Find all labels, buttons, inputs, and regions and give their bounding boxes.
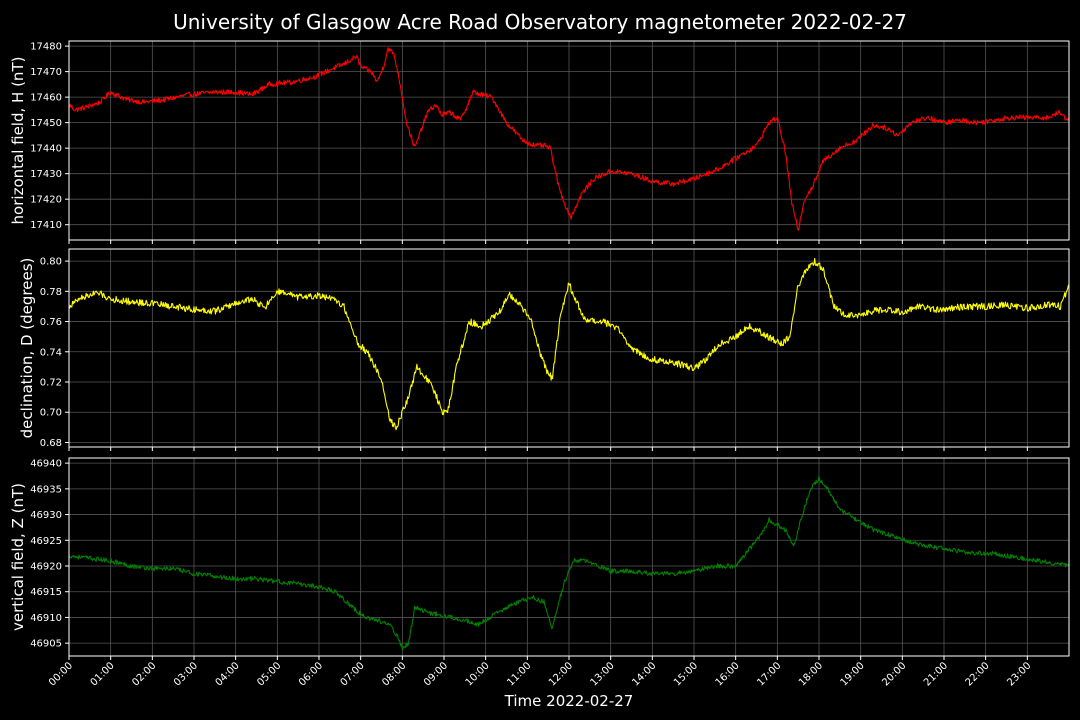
x-tick-label: 15:00 <box>672 660 700 688</box>
chart-panels: 17410 17420 17430 17440 17450 17460 17470 17480… <box>9 40 1070 689</box>
y-tick-label: 0.72 <box>40 378 62 389</box>
axes-frame <box>68 457 1070 657</box>
x-tick-label: 07:00 <box>339 660 367 688</box>
y-tick-label: 46915 <box>30 587 62 598</box>
y-tick-label: 17430 <box>30 169 62 180</box>
x-tick-label: 06:00 <box>297 660 325 688</box>
x-tick-label: 04:00 <box>214 660 242 688</box>
x-axis-label: Time 2022-02-27 <box>504 692 634 710</box>
y-axis-label-H: horizontal field, H (nT) <box>9 57 27 225</box>
y-axis-label-Z: vertical field, Z (nT) <box>9 483 27 631</box>
x-tick-label: 18:00 <box>797 660 825 688</box>
x-tick-label: 02:00 <box>130 660 158 688</box>
y-tick-label: 46905 <box>30 639 62 650</box>
y-tick-label: 46940 <box>30 459 62 470</box>
x-tick-label: 20:00 <box>880 660 908 688</box>
x-tick-label: 21:00 <box>922 660 950 688</box>
y-tick-label: 46910 <box>30 613 62 624</box>
y-tick-label: 46920 <box>30 562 62 573</box>
y-tick-label: 17450 <box>30 118 62 129</box>
x-tick-label: 05:00 <box>255 660 283 688</box>
x-tick-label: 16:00 <box>714 660 742 688</box>
y-tick-label: 0.76 <box>40 317 62 328</box>
x-tick-label: 22:00 <box>964 660 992 688</box>
axes-frame <box>68 40 1070 241</box>
series-line-Z <box>68 475 1070 651</box>
x-tick-label: 00:00 <box>47 660 75 688</box>
y-tick-label: 0.70 <box>40 408 62 419</box>
x-tick-label: 12:00 <box>547 660 575 688</box>
x-tick-label: 11:00 <box>505 660 533 688</box>
x-tick-label: 14:00 <box>630 660 658 688</box>
x-tick-label: 17:00 <box>755 660 783 688</box>
y-tick-label: 46935 <box>30 484 62 495</box>
y-tick-label: 0.80 <box>40 257 62 268</box>
x-tick-label: 08:00 <box>380 660 408 688</box>
series-line-H <box>68 47 1070 231</box>
y-tick-label: 0.78 <box>40 287 62 298</box>
x-tick-label: 01:00 <box>89 660 117 688</box>
y-tick-label: 46930 <box>30 510 62 521</box>
x-tick-label: 03:00 <box>172 660 200 688</box>
y-tick-label: 0.68 <box>40 438 62 449</box>
y-axis-label-D: declination, D (degrees) <box>18 258 36 439</box>
panel-D: 0.68 0.70 0.72 0.74 0.76 0.78 0.80 declination,… <box>18 248 1070 451</box>
figure-title: University of Glasgow Acre Road Observat… <box>173 10 907 34</box>
y-tick-label: 17470 <box>30 67 62 78</box>
x-tick-label: 19:00 <box>839 660 867 688</box>
y-tick-label: 17420 <box>30 195 62 206</box>
y-tick-label: 17480 <box>30 42 62 53</box>
y-tick-label: 46925 <box>30 536 62 547</box>
y-tick-label: 17440 <box>30 144 62 155</box>
y-tick-label: 0.74 <box>40 347 62 358</box>
x-tick-label: 13:00 <box>589 660 617 688</box>
x-tick-label: 10:00 <box>464 660 492 688</box>
axes-frame <box>68 248 1070 448</box>
x-tick-label: 23:00 <box>1005 660 1033 688</box>
panel-Z: 46905 46910 46915 46920 46925 46930 46935 46940… <box>9 457 1070 689</box>
x-tick-label: 09:00 <box>422 660 450 688</box>
panel-H: 17410 17420 17430 17440 17450 17460 17470 17480… <box>9 40 1070 244</box>
y-tick-label: 17410 <box>30 220 62 231</box>
series-line-D <box>68 257 1070 431</box>
y-tick-label: 17460 <box>30 93 62 104</box>
